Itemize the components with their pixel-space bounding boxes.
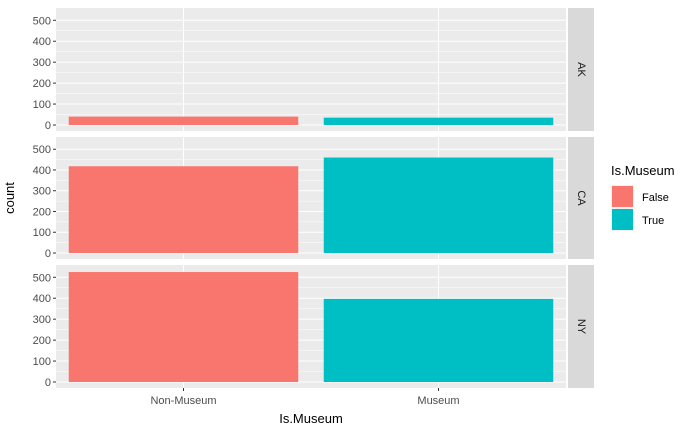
y-tick-label: 200 bbox=[33, 335, 51, 347]
y-axis-title: count bbox=[2, 182, 17, 214]
y-tick-label: 200 bbox=[33, 78, 51, 90]
y-tick-label: 300 bbox=[33, 314, 51, 326]
bar-CA-Non-Museum bbox=[68, 166, 299, 253]
legend-swatch bbox=[612, 186, 633, 207]
y-tick-label: 400 bbox=[33, 293, 51, 305]
legend-label: True bbox=[642, 215, 664, 227]
y-tick-label: 100 bbox=[33, 227, 51, 239]
facet-strip-label: CA bbox=[575, 190, 587, 206]
y-tick-label: 500 bbox=[33, 15, 51, 27]
y-tick-label: 500 bbox=[33, 272, 51, 284]
bar-AK-Museum bbox=[323, 117, 554, 125]
y-tick-label: 400 bbox=[33, 36, 51, 48]
legend-swatch bbox=[612, 209, 633, 230]
y-tick-label: 500 bbox=[33, 144, 51, 156]
facet-strip-label: AK bbox=[575, 62, 587, 77]
legend-title: Is.Museum bbox=[611, 163, 675, 178]
bar-NY-Museum bbox=[323, 298, 554, 382]
y-tick-label: 100 bbox=[33, 356, 51, 368]
bar-CA-Museum bbox=[323, 157, 554, 253]
y-tick-label: 300 bbox=[33, 57, 51, 69]
bar-NY-Non-Museum bbox=[68, 272, 299, 382]
bar-AK-Non-Museum bbox=[68, 116, 299, 125]
y-tick-label: 300 bbox=[33, 186, 51, 198]
panel-background bbox=[56, 8, 566, 131]
facet-strip bbox=[568, 137, 594, 259]
facet-strip-label: NY bbox=[575, 319, 587, 335]
y-tick-label: 100 bbox=[33, 99, 51, 111]
x-axis-title: Is.Museum bbox=[279, 411, 343, 426]
legend-label: False bbox=[642, 192, 669, 204]
y-tick-label: 0 bbox=[45, 248, 51, 260]
x-tick-label: Museum bbox=[417, 395, 459, 407]
y-tick-label: 0 bbox=[45, 120, 51, 132]
y-tick-label: 400 bbox=[33, 165, 51, 177]
facet-strip bbox=[568, 8, 594, 131]
y-tick-label: 0 bbox=[45, 377, 51, 389]
y-tick-label: 200 bbox=[33, 206, 51, 218]
facet-strip bbox=[568, 265, 594, 388]
x-tick-label: Non-Museum bbox=[150, 395, 216, 407]
